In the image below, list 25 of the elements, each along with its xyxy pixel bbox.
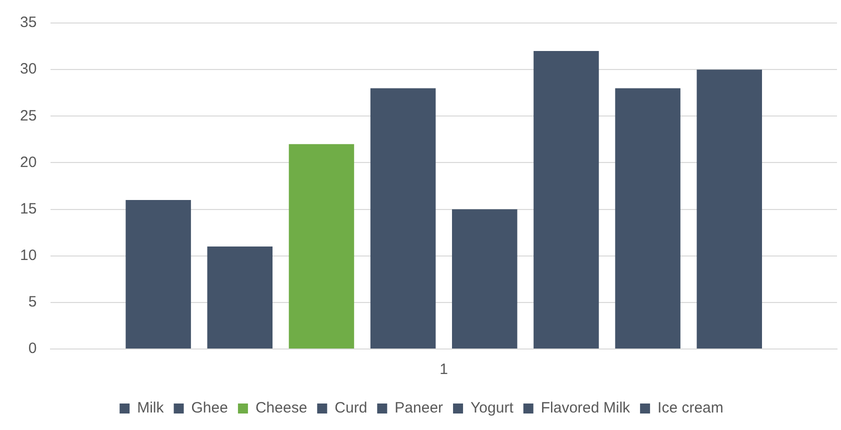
bar	[696, 70, 762, 348]
y-tick-label: 30	[20, 60, 37, 78]
x-tick-label: 1	[440, 361, 448, 378]
bar	[288, 144, 354, 348]
y-tick-label: 0	[28, 340, 37, 358]
y-tick-label: 15	[20, 200, 37, 218]
y-tick-label: 10	[20, 247, 37, 264]
legend-label: Paneer	[394, 400, 444, 417]
legend-label: Curd	[334, 400, 368, 417]
y-tick-label: 35	[20, 14, 37, 32]
y-tick-label: 5	[28, 294, 37, 311]
legend-label: Ghee	[191, 400, 228, 417]
legend-label: Milk	[137, 400, 164, 417]
bar	[126, 200, 191, 348]
y-tick-label: 25	[20, 107, 37, 124]
bar	[534, 50, 599, 348]
bar	[370, 88, 436, 348]
bar	[452, 209, 518, 348]
bar	[207, 246, 273, 348]
legend-label: Yogurt	[470, 400, 514, 417]
legend-label: Cheese	[255, 400, 308, 417]
legend-label: Ice cream	[658, 400, 724, 417]
y-tick-label: 20	[20, 154, 37, 171]
legend-label: Flavored Milk	[540, 400, 631, 417]
bar	[615, 88, 680, 348]
